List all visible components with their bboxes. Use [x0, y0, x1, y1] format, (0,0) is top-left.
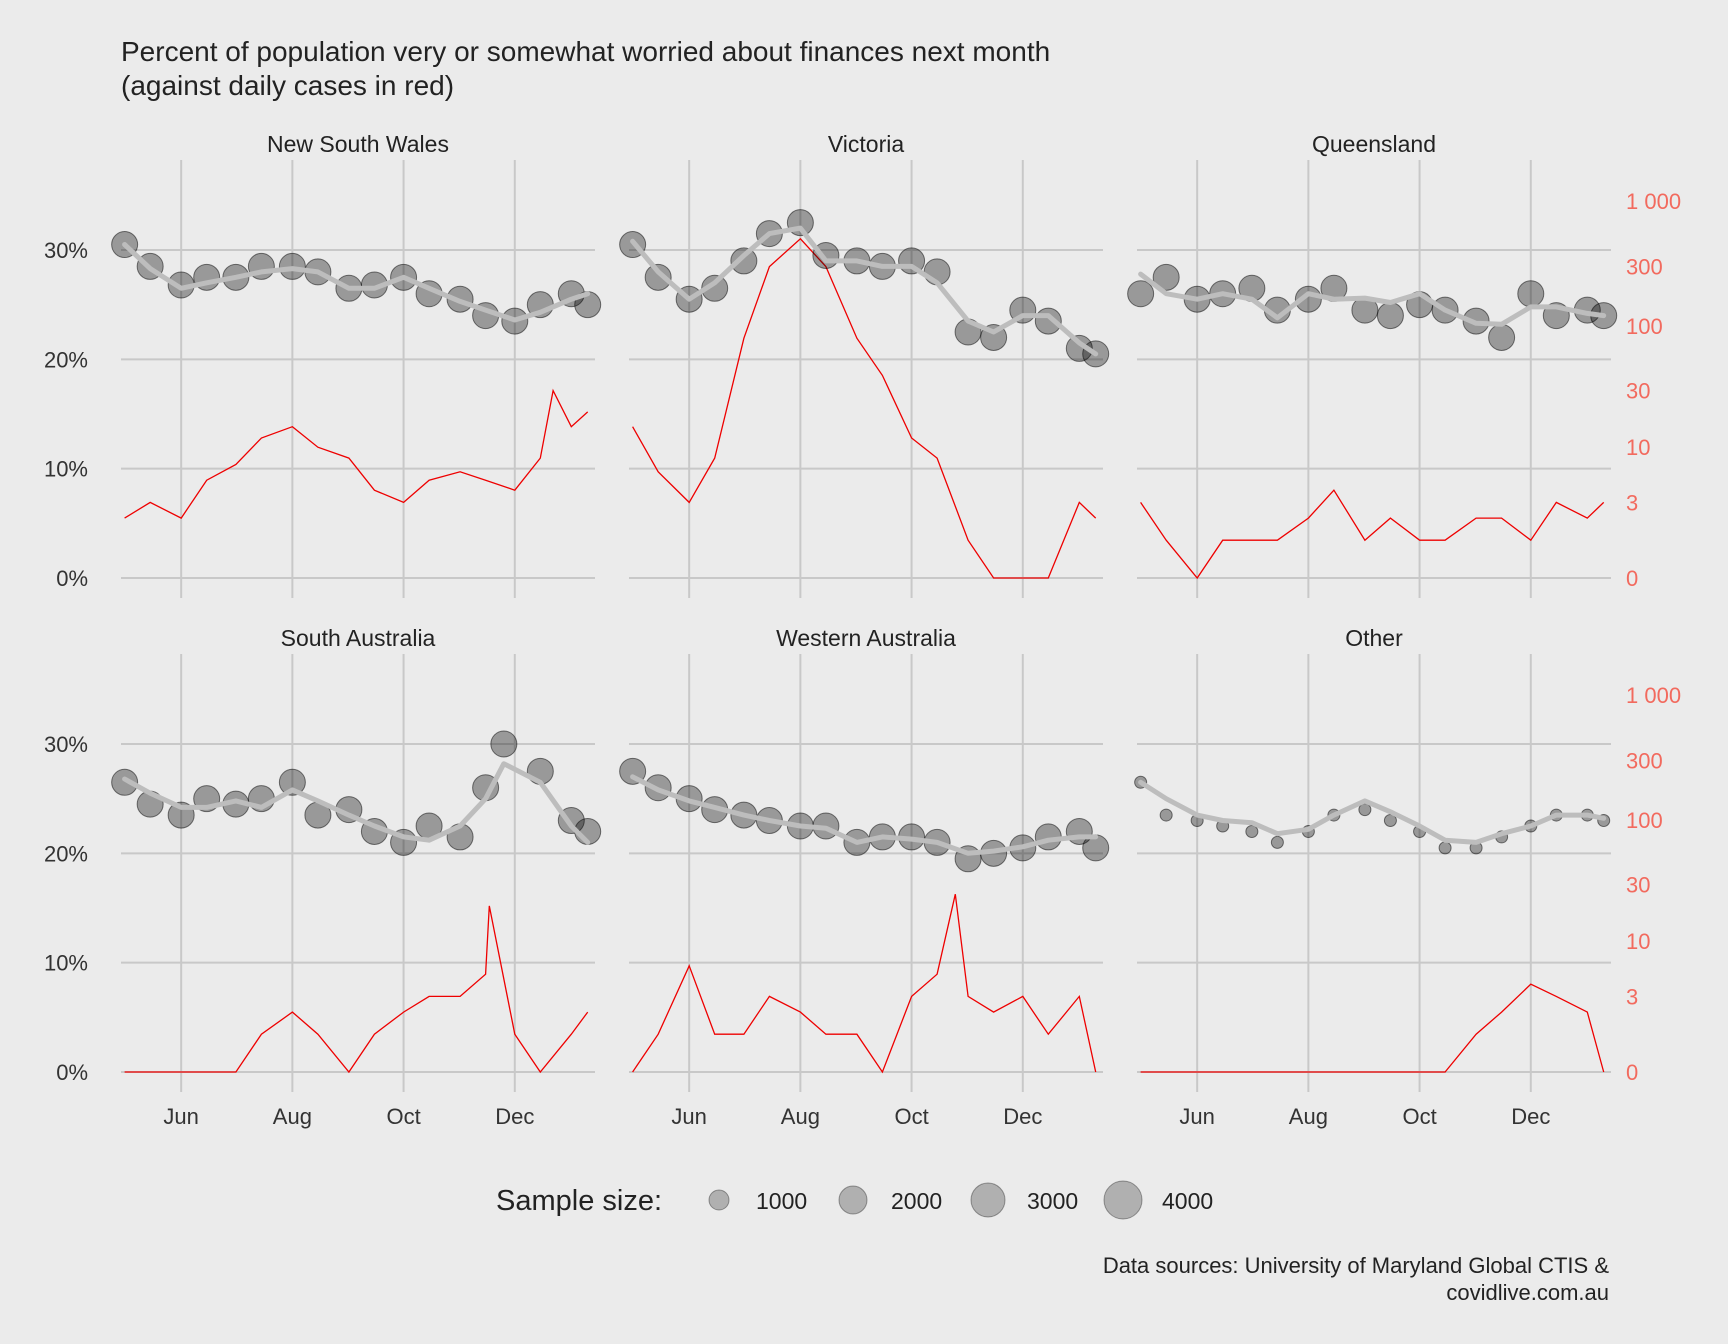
- facet-title: Other: [1345, 625, 1403, 651]
- x-tick-label: Jun: [163, 1104, 198, 1129]
- y2-tick-label: 300: [1626, 255, 1663, 280]
- smooth-line: [122, 242, 591, 323]
- y2-tick-label: 10: [1626, 929, 1650, 954]
- x-tick-label: Jun: [1179, 1104, 1214, 1129]
- x-tick-label: Aug: [781, 1104, 820, 1129]
- worry-point: [1488, 323, 1516, 351]
- worry-point: [1517, 280, 1545, 308]
- y2-tick-label: 1 000: [1626, 189, 1681, 214]
- y-tick-label: 10%: [44, 457, 88, 482]
- worry-point: [1376, 302, 1404, 330]
- x-tick-label: Dec: [495, 1104, 534, 1129]
- y2-tick-label: 10: [1626, 435, 1650, 460]
- facet-title: Western Australia: [776, 625, 956, 651]
- x-tick-label: Oct: [1402, 1104, 1436, 1129]
- legend-key-4000: [1103, 1180, 1143, 1220]
- y-tick-label: 20%: [44, 841, 88, 866]
- x-tick-label: Dec: [1003, 1104, 1042, 1129]
- cases-line: [632, 894, 1097, 1074]
- y2-tick-label: 0: [1626, 1060, 1638, 1085]
- caption-line-2: covidlive.com.au: [1446, 1280, 1609, 1305]
- y2-tick-label: 100: [1626, 808, 1663, 833]
- y2-tick-label: 300: [1626, 749, 1663, 774]
- y2-tick-label: 0: [1626, 566, 1638, 591]
- x-tick-label: Dec: [1511, 1104, 1550, 1129]
- x-tick-label: Aug: [1289, 1104, 1328, 1129]
- cases-line: [1140, 983, 1605, 1073]
- legend-key-2000: [838, 1185, 868, 1215]
- legend: Sample size: 1000 2000 3000 4000: [496, 1180, 1213, 1220]
- smooth-line: [122, 761, 591, 845]
- y2-tick-label: 30: [1626, 379, 1650, 404]
- caption-line-1: Data sources: University of Maryland Glo…: [1103, 1253, 1610, 1278]
- worry-point: [1127, 280, 1155, 308]
- chart-title: Percent of population very or somewhat w…: [121, 36, 1050, 67]
- cases-line: [632, 237, 1097, 579]
- facet-queensland: Queensland 0 3 10 30 100 300 1 000: [1127, 131, 1681, 598]
- x-tick-label: Jun: [671, 1104, 706, 1129]
- y-tick-label: 30%: [44, 238, 88, 263]
- worry-point: [1270, 835, 1284, 849]
- facet-western-australia: Western Australia Jun Aug Oct Dec: [619, 625, 1110, 1129]
- x-tick-label: Oct: [386, 1104, 420, 1129]
- worry-point: [730, 247, 758, 275]
- legend-label-1000: 1000: [756, 1188, 807, 1214]
- smooth-line: [1138, 271, 1607, 327]
- legend-label-3000: 3000: [1027, 1188, 1078, 1214]
- legend-title: Sample size:: [496, 1185, 662, 1217]
- facet-south-australia: South Australia 0% 10% 20% 30% Jun Aug Oct Dec: [44, 625, 602, 1129]
- worry-point: [1152, 263, 1180, 291]
- smooth-line: [1138, 779, 1607, 845]
- facet-title: South Australia: [281, 625, 436, 651]
- x-tick-label: Oct: [894, 1104, 928, 1129]
- facet-title: New South Wales: [267, 131, 449, 157]
- legend-label-2000: 2000: [891, 1188, 942, 1214]
- y2-tick-label: 30: [1626, 873, 1650, 898]
- x-tick-label: Aug: [273, 1104, 312, 1129]
- facet-title: Queensland: [1312, 131, 1436, 157]
- worry-point: [1438, 841, 1452, 855]
- chart-subtitle: (against daily cases in red): [121, 70, 454, 101]
- smooth-line: [630, 225, 1099, 357]
- worry-point: [1245, 824, 1259, 838]
- worry-point: [490, 730, 518, 758]
- y2-tick-label: 3: [1626, 984, 1638, 1009]
- legend-key-3000: [970, 1182, 1006, 1218]
- y-tick-label: 30%: [44, 732, 88, 757]
- y-tick-label: 10%: [44, 951, 88, 976]
- worry-point: [1065, 334, 1093, 362]
- cases-line: [124, 905, 589, 1074]
- smooth-line: [630, 774, 1099, 856]
- facet-other: Other 0 3 10 30 100 300 1 000 Jun Aug Oct Dec: [1134, 625, 1681, 1129]
- cases-line: [1140, 489, 1605, 580]
- worry-point: [1159, 808, 1173, 822]
- facet-victoria: Victoria: [619, 131, 1110, 598]
- legend-key-1000: [708, 1189, 730, 1211]
- legend-label-4000: 4000: [1162, 1188, 1213, 1214]
- worry-point: [644, 263, 672, 291]
- cases-line: [124, 388, 589, 519]
- facet-title: Victoria: [828, 131, 904, 157]
- facet-new-south-wales: New South Wales 0% 10% 20% 30%: [44, 131, 602, 598]
- worry-point: [111, 768, 139, 796]
- y2-tick-label: 3: [1626, 490, 1638, 515]
- y-tick-label: 20%: [44, 347, 88, 372]
- y2-tick-label: 100: [1626, 314, 1663, 339]
- y2-tick-label: 1 000: [1626, 683, 1681, 708]
- worry-point: [278, 768, 306, 796]
- y-tick-label: 0%: [56, 566, 88, 591]
- y-tick-label: 0%: [56, 1060, 88, 1085]
